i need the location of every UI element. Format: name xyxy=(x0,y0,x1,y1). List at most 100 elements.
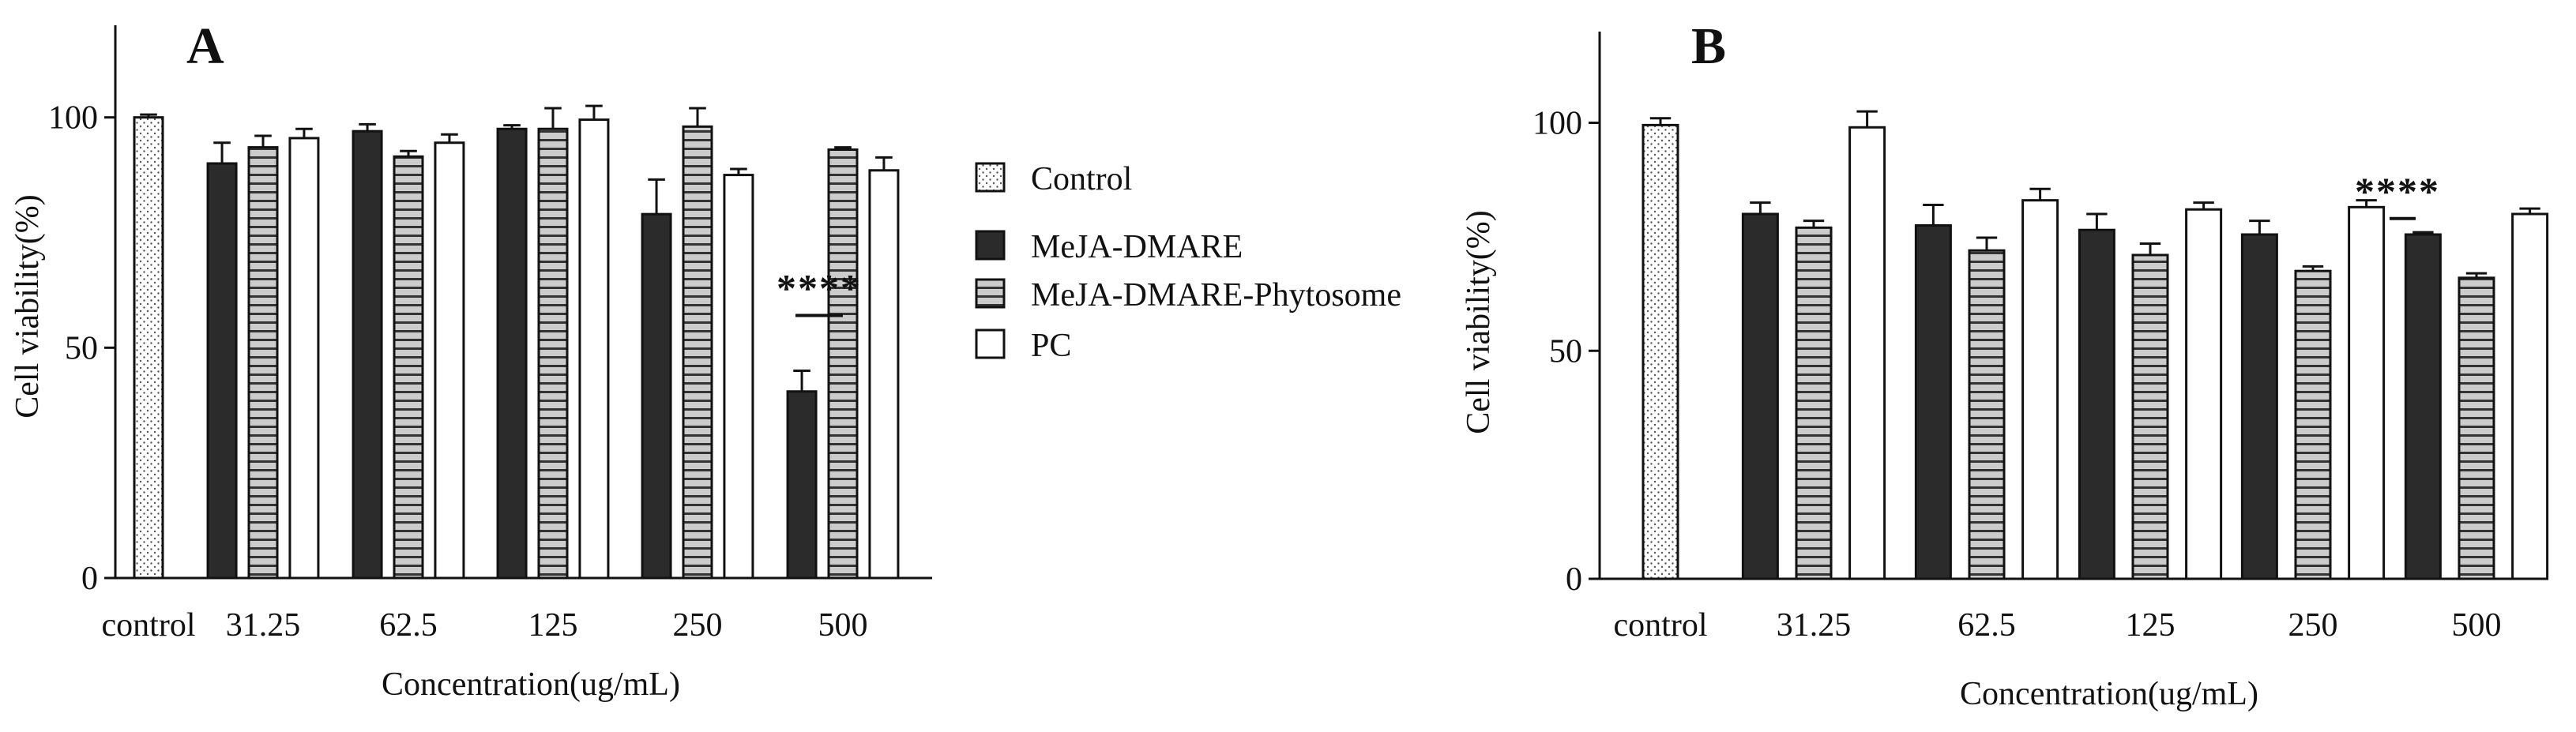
legend-swatch-meja-dmare xyxy=(975,230,1006,261)
y-axis-title-b: Cell viability(%) xyxy=(1461,210,1497,434)
error-bar-b-meja-dmare-phytosome-500 xyxy=(2465,272,2488,278)
bar-a-pc-500 xyxy=(868,169,900,580)
x-tick-label-a-500: 500 xyxy=(818,607,868,644)
error-bar-b-meja-dmare-500 xyxy=(2412,231,2434,235)
bar-b-meja-dmare-phytosome-250 xyxy=(2294,269,2332,580)
error-bar-a-pc-31-25 xyxy=(295,127,313,138)
error-bar-a-meja-dmare-62-5 xyxy=(359,122,376,132)
significance-stars-b: **** xyxy=(2355,169,2440,213)
error-bar-b-meja-dmare-phytosome-31-25 xyxy=(1803,220,1825,228)
error-bar-a-pc-500 xyxy=(875,156,893,171)
bar-b-meja-dmare-500 xyxy=(2404,233,2442,580)
error-bar-b-pc-31-25 xyxy=(1856,110,1878,128)
bar-a-meja-dmare-phytosome-62-5 xyxy=(393,155,424,580)
error-bar-a-meja-dmare-phytosome-31-25 xyxy=(254,134,272,148)
panel-a-plot: 0 50 100 control 31.25 62.5 125 250 500 **** xyxy=(48,25,932,644)
bar-b-pc-62-5 xyxy=(2021,199,2059,580)
error-bar-a-meja-dmare-phytosome-62-5 xyxy=(400,149,417,157)
x-tick-label-b-500: 500 xyxy=(2452,607,2502,644)
bar-b-meja-dmare-phytosome-125 xyxy=(2131,253,2169,580)
bar-a-meja-dmare-62-5 xyxy=(352,130,383,580)
bar-a-meja-dmare-phytosome-500 xyxy=(827,148,859,580)
legend-item-control: Control xyxy=(975,161,1132,197)
error-bar-b-pc-125 xyxy=(2193,201,2214,210)
x-tick-label-a-125: 125 xyxy=(528,607,578,644)
bar-b-meja-dmare-phytosome-500 xyxy=(2458,276,2495,580)
x-tick-label-a-250: 250 xyxy=(673,607,723,644)
legend-label-meja-dmare: MeJA-DMARE xyxy=(1031,229,1243,265)
error-bar-a-meja-dmare-250 xyxy=(648,178,665,215)
error-bar-b-meja-dmare-phytosome-250 xyxy=(2302,265,2324,272)
bar-a-meja-dmare-125 xyxy=(496,127,528,580)
bar-b-meja-dmare-250 xyxy=(2240,233,2278,580)
x-tick-label-b-31-25: 31.25 xyxy=(1777,607,1852,644)
bar-a-pc-62-5 xyxy=(434,141,465,580)
error-bar-a-control xyxy=(140,113,157,118)
error-bar-a-meja-dmare-125 xyxy=(503,124,521,130)
y-tick-label-b-0: 0 xyxy=(1566,561,1582,598)
bar-b-meja-dmare-31-25 xyxy=(1741,212,1779,580)
error-bar-b-control xyxy=(1649,117,1672,126)
panel-label-a: A xyxy=(186,17,224,75)
x-tick-label-a-31-25: 31.25 xyxy=(226,607,301,644)
panel-b: B 0 50 100 control 31.25 62.5 125 250 500 **** Ce… xyxy=(1461,17,2549,712)
bar-a-pc-31-25 xyxy=(288,137,320,580)
x-tick-label-a-62-5: 62.5 xyxy=(379,607,438,644)
y-axis-title-a: Cell viability(%) xyxy=(9,194,46,418)
significance-stars-a: **** xyxy=(777,266,862,310)
bar-a-meja-dmare-31-25 xyxy=(206,162,238,580)
bar-b-pc-125 xyxy=(2185,208,2223,580)
legend-swatch-control xyxy=(975,162,1006,193)
error-bar-b-meja-dmare-250 xyxy=(2249,220,2270,235)
bar-a-pc-250 xyxy=(723,174,754,580)
error-bar-b-meja-dmare-62-5 xyxy=(1923,203,1944,226)
bar-a-meja-dmare-250 xyxy=(641,212,672,580)
error-bar-b-pc-250 xyxy=(2356,199,2377,208)
x-axis-title-a: Concentration(ug/mL) xyxy=(382,666,680,703)
legend-swatch-meja-dmare-phytosome xyxy=(975,278,1006,309)
error-bar-b-meja-dmare-31-25 xyxy=(1750,201,1771,214)
bar-b-meja-dmare-125 xyxy=(2078,228,2115,580)
panel-label-b: B xyxy=(1691,17,1726,75)
bar-a-meja-dmare-phytosome-250 xyxy=(682,125,713,580)
error-bar-a-meja-dmare-phytosome-500 xyxy=(834,146,852,150)
bar-a-pc-125 xyxy=(578,118,610,580)
legend-item-meja-dmare-phytosome: MeJA-DMARE-Phytosome xyxy=(975,277,1401,313)
error-bar-b-meja-dmare-125 xyxy=(2086,212,2108,231)
error-bar-b-meja-dmare-phytosome-62-5 xyxy=(1976,236,1998,251)
bar-b-pc-250 xyxy=(2348,205,2386,580)
legend-label-meja-dmare-phytosome: MeJA-DMARE-Phytosome xyxy=(1031,277,1401,313)
bar-b-meja-dmare-phytosome-31-25 xyxy=(1795,226,1833,580)
legend: Control MeJA-DMARE MeJA-DMARE-Phytosome … xyxy=(975,161,1401,364)
error-bar-a-pc-62-5 xyxy=(441,133,458,143)
error-bar-b-pc-62-5 xyxy=(2029,187,2051,201)
error-bar-a-meja-dmare-500 xyxy=(793,370,810,392)
bar-b-meja-dmare-phytosome-62-5 xyxy=(1968,249,2006,580)
y-tick-label-a-0: 0 xyxy=(81,561,98,597)
y-tick-label-a-50: 50 xyxy=(65,330,98,366)
x-tick-label-b-250: 250 xyxy=(2288,607,2338,644)
bar-a-meja-dmare-phytosome-31-25 xyxy=(247,146,279,580)
bar-b-meja-dmare-62-5 xyxy=(1914,223,1952,580)
y-tick-label-a-100: 100 xyxy=(48,100,98,137)
y-tick-label-b-100: 100 xyxy=(1532,106,1582,142)
x-axis-title-b: Concentration(ug/mL) xyxy=(1960,676,2258,712)
error-bar-a-meja-dmare-31-25 xyxy=(213,141,231,163)
bar-a-meja-dmare-phytosome-125 xyxy=(537,127,569,580)
x-tick-label-b-control: control xyxy=(1614,607,1708,644)
y-tick-label-b-50: 50 xyxy=(1549,333,1582,370)
bar-a-control xyxy=(133,116,164,580)
bar-b-control xyxy=(1641,123,1679,580)
panel-a: A 0 50 100 control 31.25 62.5 125 250 500 **** Ce… xyxy=(9,17,932,703)
bar-a-meja-dmare-500 xyxy=(786,390,818,580)
legend-label-pc: PC xyxy=(1031,328,1071,364)
error-bar-a-meja-dmare-phytosome-250 xyxy=(689,107,706,127)
legend-item-meja-dmare: MeJA-DMARE xyxy=(975,229,1243,265)
error-bar-b-meja-dmare-phytosome-125 xyxy=(2139,242,2161,255)
x-tick-label-b-125: 125 xyxy=(2126,607,2175,644)
bar-b-pc-31-25 xyxy=(1848,126,1886,580)
x-tick-label-a-control: control xyxy=(102,607,196,644)
error-bar-a-pc-125 xyxy=(585,104,603,120)
x-tick-label-b-62-5: 62.5 xyxy=(1957,607,2016,644)
